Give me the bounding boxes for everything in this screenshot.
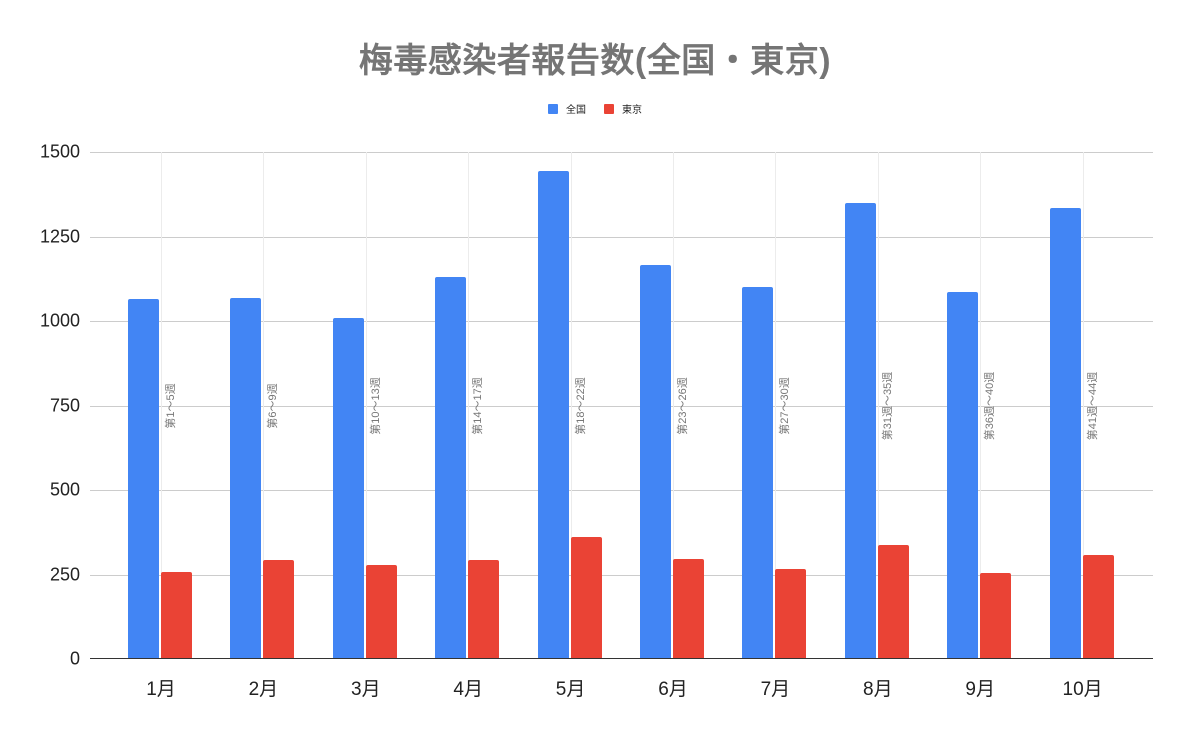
h-gridline bbox=[90, 152, 1153, 153]
bar-tokyo[interactable] bbox=[468, 559, 500, 659]
x-tick-label: 7月 bbox=[760, 679, 791, 700]
week-range-annotation: 第27～30週 bbox=[779, 377, 792, 435]
legend-swatch-national bbox=[548, 103, 558, 114]
h-gridline bbox=[90, 574, 1153, 576]
x-tick-label: 4月 bbox=[453, 679, 483, 700]
week-range-annotation: 第31週～35週 bbox=[881, 371, 894, 441]
v-gridline bbox=[161, 152, 162, 659]
y-tick-label: 250 bbox=[49, 564, 80, 584]
bar-tokyo[interactable] bbox=[161, 571, 192, 659]
week-range-annotation: 第14～17週 bbox=[472, 377, 485, 435]
y-tick-label: 1000 bbox=[39, 310, 80, 331]
bar-tokyo[interactable] bbox=[775, 569, 807, 659]
h-gridline bbox=[90, 236, 1153, 238]
x-tick-label: 9月 bbox=[965, 679, 995, 700]
bar-tokyo[interactable] bbox=[877, 545, 909, 659]
legend-item-national[interactable]: 全国 bbox=[548, 101, 586, 116]
y-tick-label: 500 bbox=[49, 479, 80, 500]
week-range-annotation: 第10～13週 bbox=[369, 377, 382, 435]
x-axis-baseline bbox=[90, 658, 1153, 659]
legend-item-tokyo[interactable]: 東京 bbox=[604, 101, 642, 116]
v-gridline bbox=[263, 152, 265, 659]
chart-title: 梅毒感染者報告数(全国・東京) bbox=[358, 42, 832, 80]
bar-tokyo[interactable] bbox=[570, 537, 602, 659]
y-tick-label: 750 bbox=[49, 395, 80, 415]
legend-label-national: 全国 bbox=[566, 105, 586, 116]
bar-national[interactable] bbox=[435, 276, 467, 659]
bar-tokyo[interactable] bbox=[1082, 554, 1114, 659]
bar-national[interactable] bbox=[332, 317, 364, 659]
v-gridline bbox=[365, 152, 367, 659]
v-gridline bbox=[673, 152, 674, 659]
y-tick-label: 1250 bbox=[39, 226, 80, 246]
x-tick-label: 3月 bbox=[351, 679, 381, 700]
h-gridline bbox=[90, 321, 1153, 322]
x-tick-label: 5月 bbox=[555, 679, 586, 700]
bar-national[interactable] bbox=[128, 299, 159, 659]
legend-label-tokyo: 東京 bbox=[622, 105, 642, 116]
x-tick-label: 1月 bbox=[146, 679, 176, 700]
bar-national[interactable] bbox=[947, 291, 979, 659]
bar-national[interactable] bbox=[230, 298, 262, 659]
v-gridline bbox=[775, 152, 777, 659]
week-range-annotation: 第41週～44週 bbox=[1086, 371, 1099, 441]
v-gridline bbox=[1082, 152, 1084, 659]
bar-tokyo[interactable] bbox=[980, 573, 1012, 659]
bar-tokyo[interactable] bbox=[673, 558, 704, 659]
bar-tokyo[interactable] bbox=[365, 565, 397, 659]
bar-tokyo[interactable] bbox=[263, 559, 295, 659]
h-gridline bbox=[90, 405, 1153, 407]
y-tick-label: 1500 bbox=[39, 141, 80, 162]
plot-area: 第1～5週 第6～9週 第10～13週 第14～17週 第18～22週 第23～26週 第2… bbox=[90, 152, 1153, 659]
v-gridline bbox=[877, 152, 879, 659]
x-tick-label: 6月 bbox=[658, 679, 688, 700]
legend-swatch-tokyo bbox=[604, 103, 614, 114]
bar-national[interactable] bbox=[742, 286, 774, 659]
week-range-annotation: 第23～26週 bbox=[677, 377, 689, 435]
v-gridline bbox=[980, 152, 982, 659]
legend: 全国 東京 bbox=[0, 101, 1190, 116]
bar-national[interactable] bbox=[640, 264, 671, 659]
h-gridline bbox=[90, 490, 1153, 491]
x-tick-label: 8月 bbox=[863, 679, 893, 700]
week-range-annotation: 第36週～40週 bbox=[984, 371, 997, 441]
week-range-annotation: 第1～5週 bbox=[165, 383, 177, 429]
bar-national[interactable] bbox=[537, 171, 569, 659]
x-tick-label: 2月 bbox=[248, 679, 279, 700]
bar-national[interactable] bbox=[1049, 208, 1081, 659]
bar-national[interactable] bbox=[844, 203, 876, 659]
week-range-annotation: 第18～22週 bbox=[574, 377, 587, 435]
v-gridline bbox=[570, 152, 572, 659]
v-gridline bbox=[468, 152, 470, 659]
x-tick-label: 10月 bbox=[1062, 679, 1103, 700]
week-range-annotation: 第6～9週 bbox=[267, 383, 280, 429]
y-tick-label: 0 bbox=[69, 648, 80, 669]
